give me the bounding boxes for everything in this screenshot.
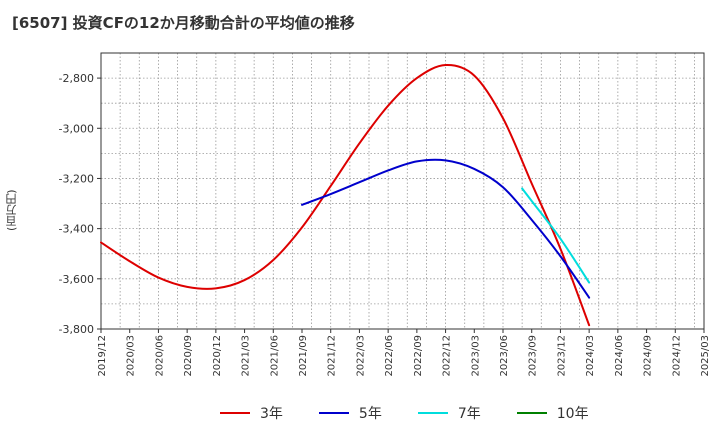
y-tick-label: -3,600 [59, 273, 94, 286]
x-tick-label: 2023/06 [499, 335, 510, 377]
x-tick-label: 2020/12 [212, 335, 223, 377]
y-tick-label: -3,400 [59, 223, 94, 236]
x-tick-label: 2022/06 [384, 335, 395, 377]
legend-label: 3年 [260, 406, 283, 422]
chart-title: [6507] 投資CFの12か月移動合計の平均値の推移 [12, 14, 355, 32]
x-axis-ticks: 2019/12 2020/03 2020/06 2020/09 2020/12 2021/… [97, 329, 711, 377]
legend-label: 7年 [457, 406, 481, 422]
legend: 3年 5年 7年 10年 [220, 402, 589, 424]
series-layer [100, 64, 591, 327]
legend-item: 10年 [516, 403, 589, 423]
plot-area-frame [100, 52, 705, 330]
legend-item: 5年 [318, 403, 382, 423]
y-tick-label: -3,800 [59, 323, 94, 336]
x-tick-label: 2021/03 [241, 335, 252, 377]
x-tick-label: 2023/03 [470, 335, 481, 377]
x-tick-label: 2024/06 [614, 335, 625, 377]
x-tick-label: 2024/12 [671, 335, 682, 377]
x-tick-label: 2020/09 [183, 335, 194, 377]
x-tick-label: 2022/09 [413, 335, 424, 377]
x-tick-label: 2022/03 [355, 335, 366, 377]
series-line-3年 [100, 64, 591, 327]
x-tick-label: 2023/12 [556, 335, 567, 377]
x-tick-label: 2024/09 [643, 335, 654, 377]
x-tick-label: 2024/03 [585, 335, 596, 377]
y-tick-label: -2,800 [59, 72, 94, 85]
x-tick-label: 2020/06 [154, 335, 165, 377]
x-tick-label: 2022/12 [442, 335, 453, 377]
legend-swatch [516, 412, 547, 414]
x-tick-label: 2025/03 [700, 335, 711, 377]
series-line-5年 [301, 158, 591, 299]
legend-swatch [417, 412, 448, 414]
x-tick-label: 2019/12 [97, 335, 108, 377]
legend-swatch [318, 412, 349, 414]
y-axis-ticks: -2,800 -3,000 -3,200 -3,400 -3,600 -3,800 [59, 72, 101, 336]
legend-item: 3年 [220, 403, 283, 423]
series-line-7年 [521, 187, 591, 284]
legend-label: 10年 [556, 406, 589, 422]
legend-label: 5年 [358, 406, 382, 422]
x-tick-label: 2021/06 [269, 335, 280, 377]
y-tick-label: -3,000 [59, 122, 94, 135]
legend-swatch [220, 412, 250, 414]
x-tick-label: 2023/09 [528, 335, 539, 377]
legend-item: 7年 [417, 403, 481, 423]
x-tick-label: 2021/12 [327, 335, 338, 377]
x-tick-label: 2020/03 [126, 335, 137, 377]
y-tick-label: -3,200 [59, 172, 94, 185]
x-tick-label: 2021/09 [298, 335, 309, 377]
